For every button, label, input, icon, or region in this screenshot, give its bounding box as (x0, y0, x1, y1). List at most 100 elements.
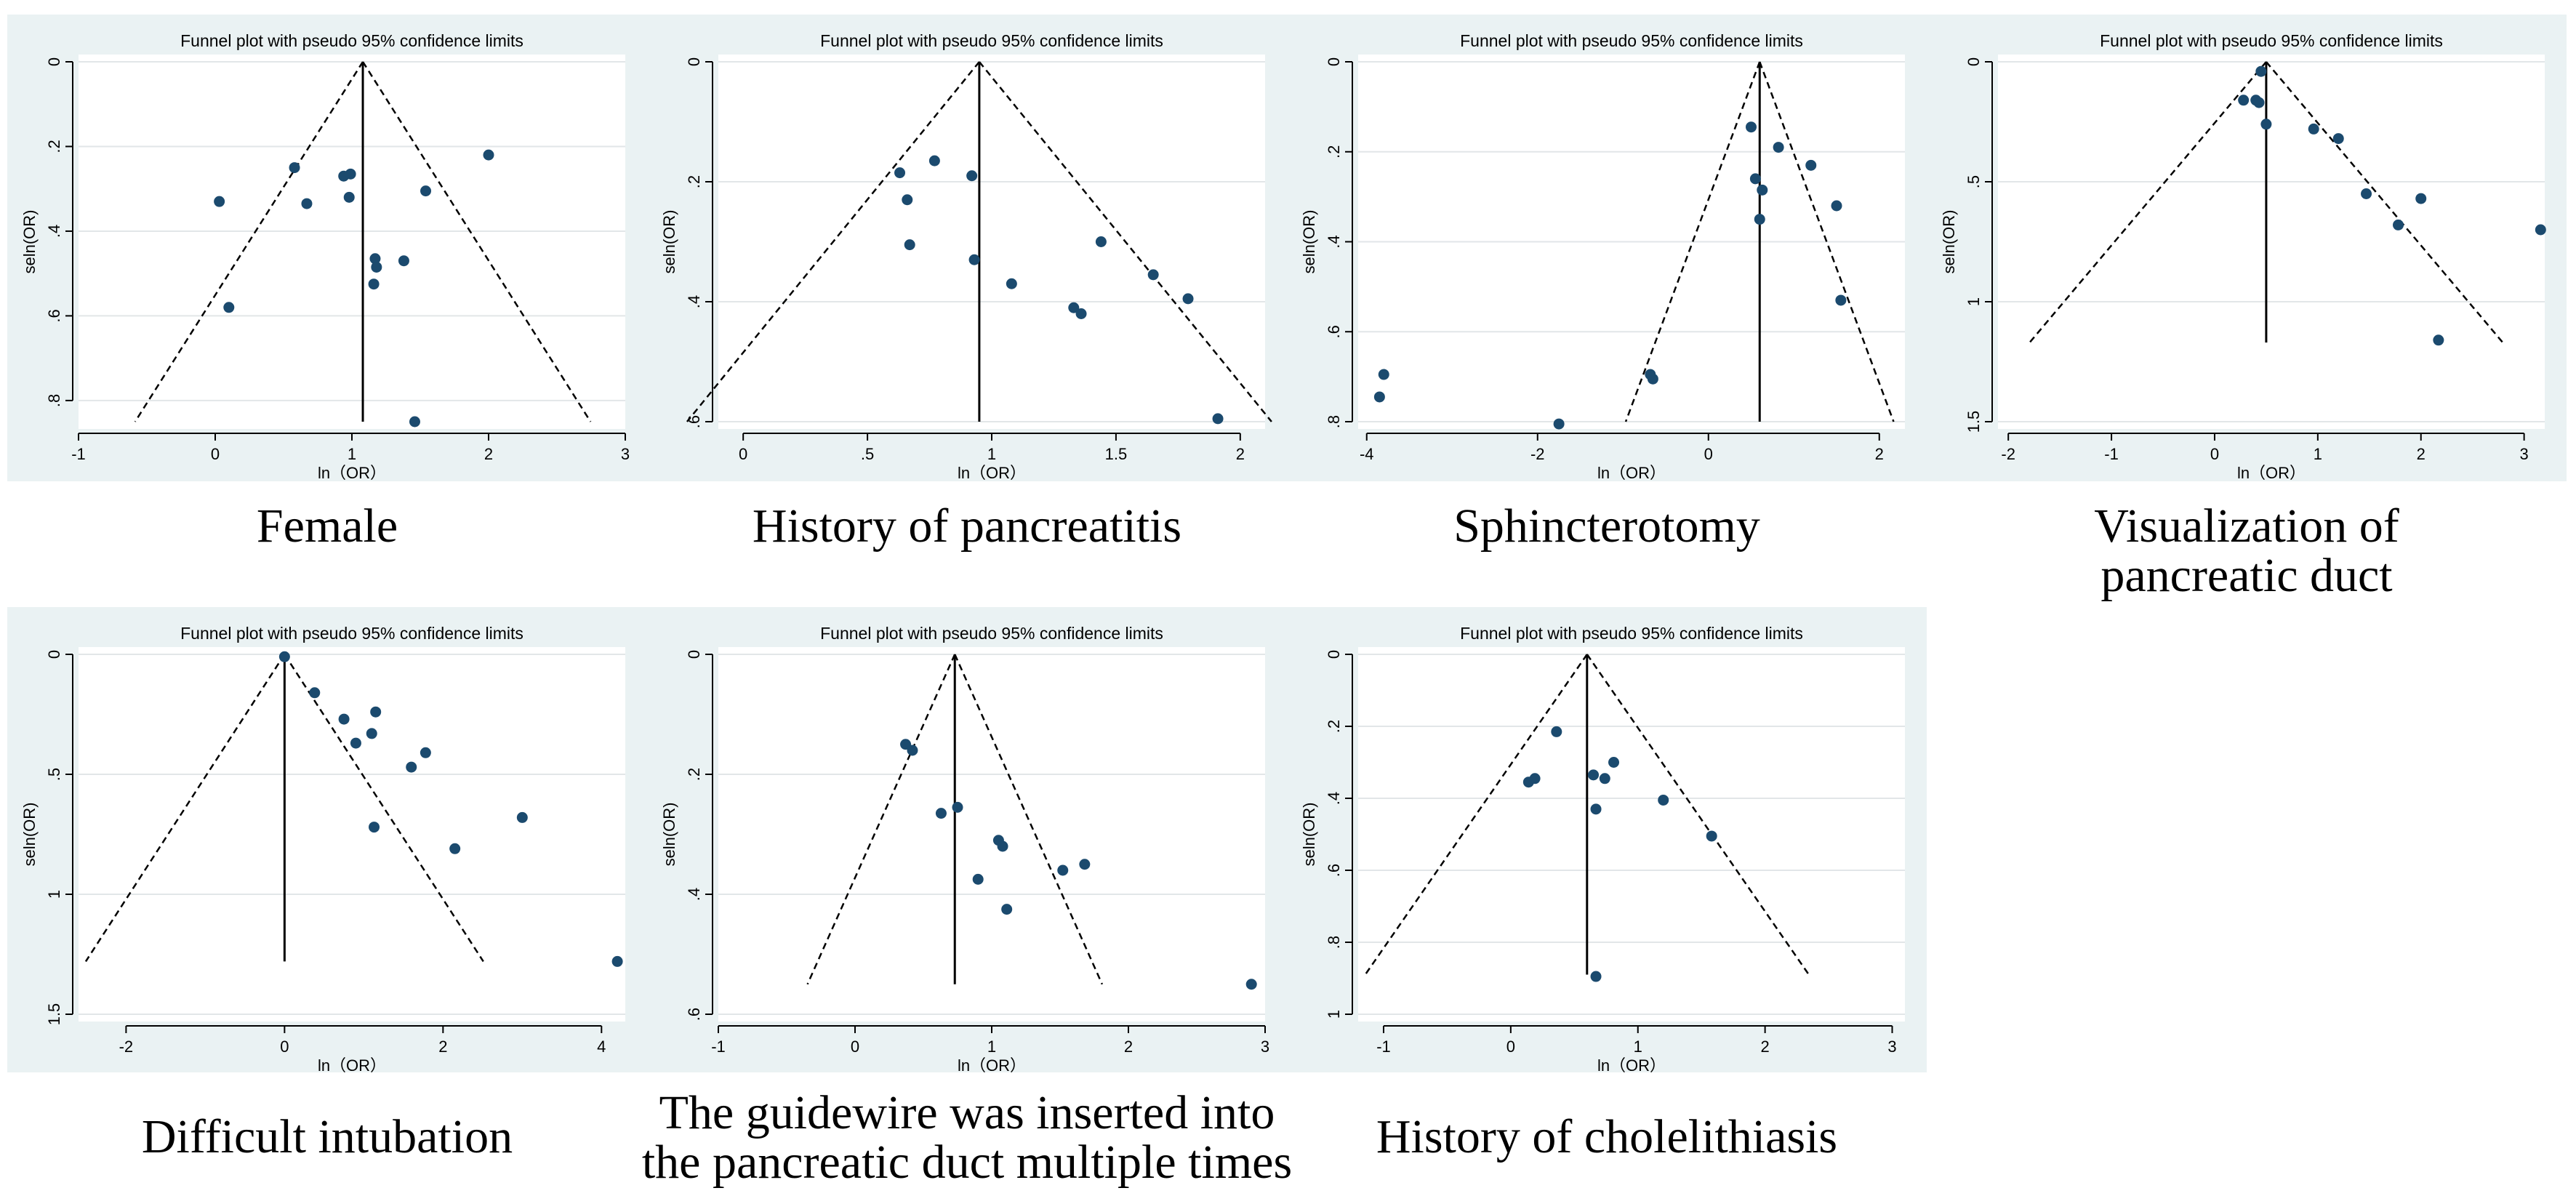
y-tick-label: .2 (45, 140, 63, 153)
x-tick-label: 1 (2314, 445, 2322, 463)
x-tick-label: 1.5 (1105, 445, 1128, 463)
study-point (2332, 133, 2344, 145)
study-point (902, 194, 913, 206)
x-tick-label: -1 (711, 1038, 726, 1056)
funnel-plot: Funnel plot with pseudo 95% confidence l… (660, 31, 1272, 481)
y-tick-label: 1.5 (45, 1003, 63, 1026)
study-point (2361, 188, 2372, 199)
chart-title: Funnel plot with pseudo 95% confidence l… (180, 31, 523, 50)
x-tick-label: -1 (1376, 1038, 1391, 1056)
caption-line: pancreatic duct (2100, 549, 2393, 602)
study-point (2255, 65, 2267, 77)
study-point (366, 728, 377, 739)
plot-area (1358, 647, 1905, 1022)
x-tick-label: -2 (2001, 445, 2015, 463)
study-point (1001, 904, 1013, 915)
study-point (369, 822, 380, 833)
study-point (1754, 214, 1765, 225)
study-point (1608, 757, 1620, 768)
study-point (449, 843, 461, 854)
study-point (1378, 369, 1389, 380)
funnel-plot: Funnel plot with pseudo 95% confidence l… (1300, 31, 1905, 481)
x-axis-label: ln（OR） (1597, 464, 1666, 481)
x-tick-label: 2 (1236, 445, 1245, 463)
study-point (406, 761, 417, 773)
y-tick-label: 0 (1965, 57, 1983, 66)
study-point (1553, 418, 1565, 430)
x-tick-label: 2 (1761, 1038, 1770, 1056)
study-point (420, 747, 431, 758)
x-axis-label: ln（OR） (1597, 1056, 1666, 1072)
study-point (2308, 123, 2319, 135)
x-tick-label: 0 (1506, 1038, 1515, 1056)
y-tick-label: .4 (685, 888, 703, 901)
y-tick-label: 0 (685, 650, 703, 659)
panel-caption: Visualization of pancreatic duct (1927, 502, 2567, 601)
panel-caption: History of cholelithiasis (1287, 1112, 1927, 1162)
study-point (1147, 269, 1159, 281)
x-axis-label: ln（OR） (318, 464, 386, 481)
study-point (2433, 334, 2444, 346)
funnel-plot-panel: Funnel plot with pseudo 95% confidence l… (1287, 607, 1927, 1072)
study-point (1006, 278, 1017, 289)
upper-confidence-limit (2265, 61, 2504, 343)
x-tick-label: 0 (739, 445, 747, 463)
study-point (1706, 830, 1717, 842)
x-tick-label: -4 (1360, 445, 1374, 463)
upper-confidence-limit (954, 654, 1104, 985)
y-tick-label: .2 (685, 768, 703, 781)
study-point (483, 149, 494, 161)
study-point (1068, 302, 1080, 313)
x-axis-label: ln（OR） (958, 464, 1026, 481)
study-point (1095, 236, 1107, 247)
funnel-plot-panel: Funnel plot with pseudo 95% confidence l… (647, 607, 1287, 1072)
x-tick-label: -2 (119, 1038, 134, 1056)
study-point (1182, 293, 1194, 305)
x-tick-label: -1 (2104, 445, 2119, 463)
y-tick-label: .6 (1325, 325, 1343, 338)
panel-caption: Sphincterotomy (1287, 502, 1927, 551)
study-point (1079, 859, 1091, 870)
y-tick-label: .6 (685, 1008, 703, 1021)
study-point (997, 840, 1008, 852)
x-tick-label: 0 (2210, 445, 2219, 463)
panel-caption: The guidewire was inserted into the pancr… (574, 1088, 1360, 1187)
y-axis-label: seln(OR) (1940, 209, 1958, 273)
panel-caption: History of pancreatitis (647, 502, 1287, 551)
study-point (1645, 369, 1656, 380)
study-point (935, 808, 947, 819)
caption-line: Female (256, 499, 398, 553)
y-tick-label: 0 (685, 57, 703, 66)
x-tick-label: .5 (861, 445, 874, 463)
study-point (371, 261, 382, 273)
study-point (1835, 294, 1847, 306)
study-point (301, 198, 313, 209)
study-point (1212, 413, 1224, 425)
study-point (409, 416, 420, 428)
study-point (1373, 391, 1385, 403)
study-point (1057, 864, 1069, 876)
y-axis-label: seln(OR) (20, 209, 39, 273)
study-point (928, 155, 940, 166)
y-axis-label: seln(OR) (20, 802, 39, 866)
plot-area (718, 55, 1265, 429)
upper-confidence-limit (284, 654, 484, 963)
study-point (972, 873, 984, 885)
chart-title: Funnel plot with pseudo 95% confidence l… (180, 624, 523, 643)
x-tick-label: -1 (71, 445, 86, 463)
x-tick-label: 0 (211, 445, 220, 463)
panel-caption: Female (7, 502, 647, 551)
lower-confidence-limit (2029, 61, 2267, 343)
study-point (1749, 173, 1761, 185)
study-point (345, 168, 356, 180)
study-point (1075, 308, 1087, 319)
x-tick-label: 1 (348, 445, 356, 463)
lower-confidence-limit (686, 61, 980, 422)
y-tick-label: .4 (45, 225, 63, 238)
chart-title: Funnel plot with pseudo 95% confidence l… (820, 624, 1163, 643)
funnel-plot: Funnel plot with pseudo 95% confidence l… (1300, 624, 1905, 1072)
study-point (368, 278, 380, 290)
study-point (309, 687, 321, 699)
study-point (398, 255, 409, 267)
caption-line: Sphincterotomy (1453, 499, 1760, 553)
